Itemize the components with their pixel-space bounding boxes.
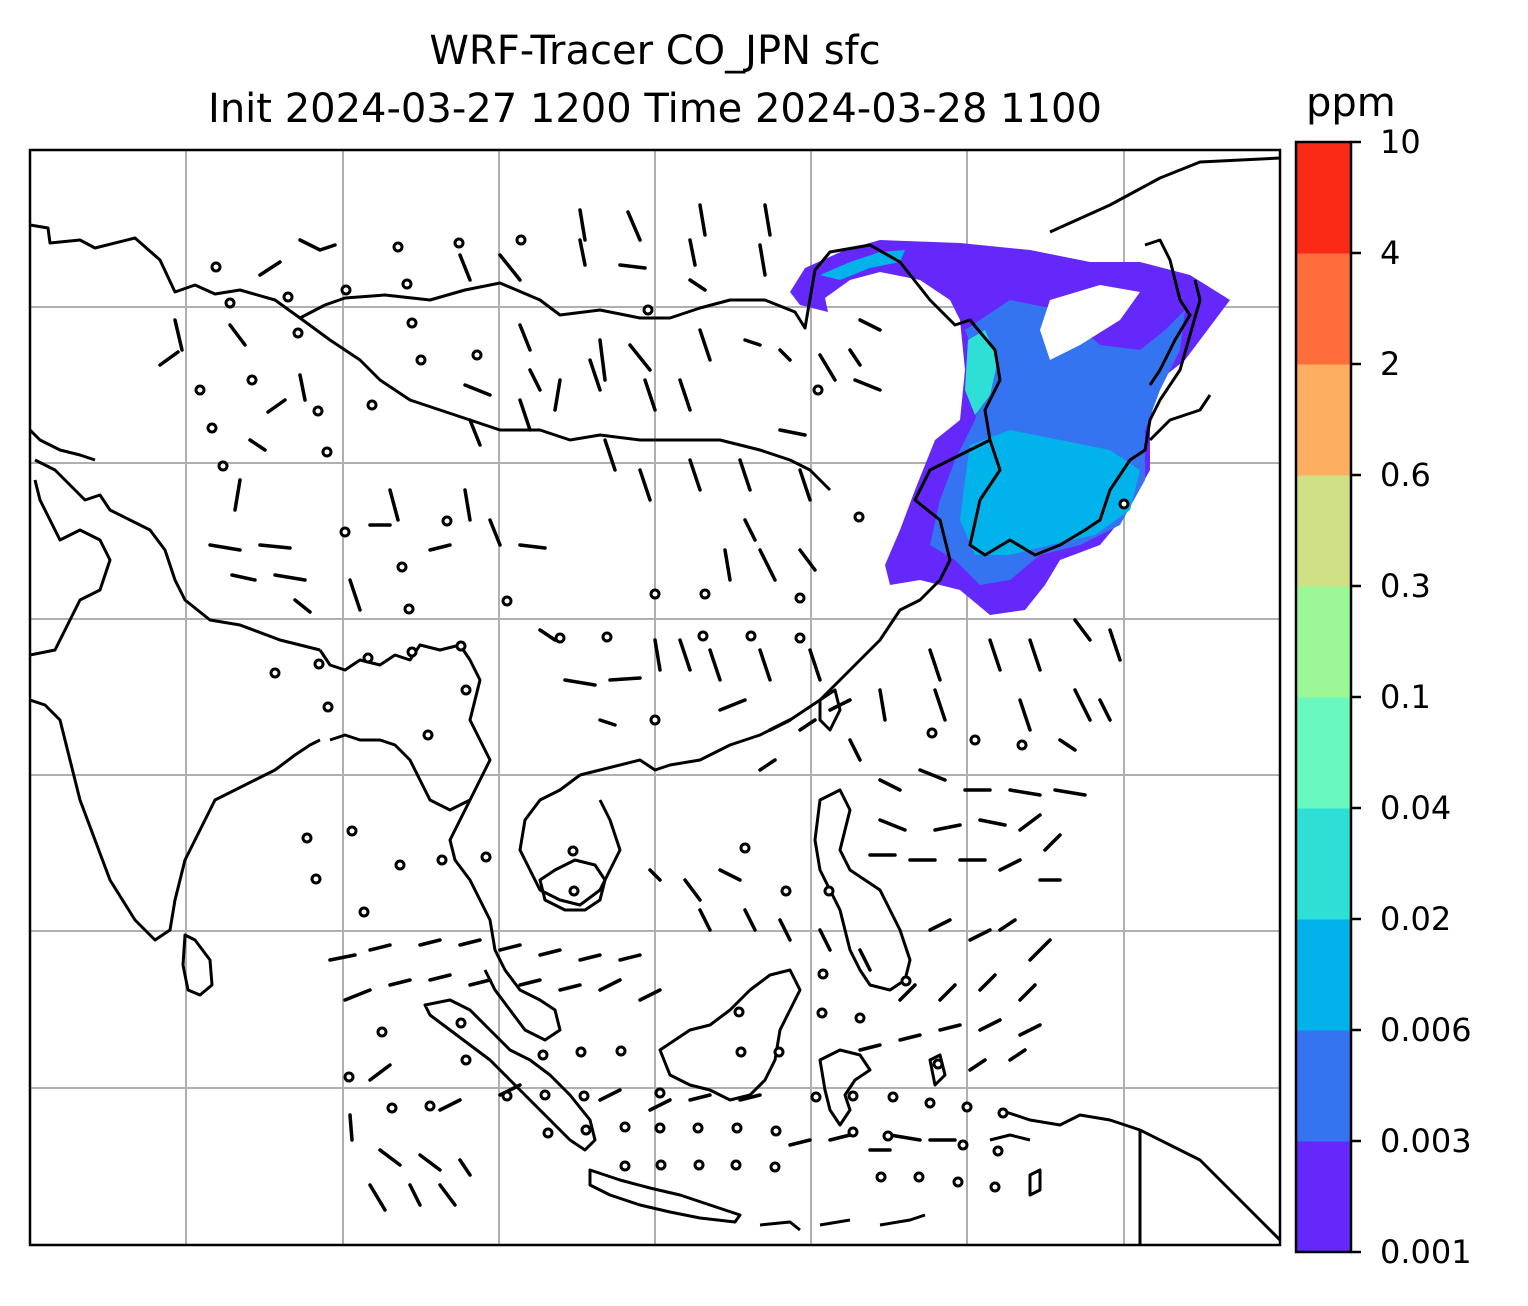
coast-indochina [448,773,622,1042]
plume-layer-max [965,330,998,415]
coastlines [30,156,1280,1245]
coast-india [30,479,321,942]
colorbar-tick-label: 0.3 [1380,567,1431,605]
colorbar-level-9 [1296,142,1351,254]
coast-sumatra [423,998,597,1152]
calm-wind-markers [194,234,1130,1193]
colorbar-level-6 [1296,475,1351,587]
coast-borneo [658,968,802,1102]
coast-gulf-thailand [538,858,607,912]
coast-taiwan [818,688,842,732]
border-central-asia [30,428,321,652]
colorbar [1294,140,1361,1254]
border-china-interior [299,316,832,492]
map-title-line2: Init 2024-03-27 1200 Time 2024-03-28 110… [208,86,1102,132]
colorbar-tick-label: 4 [1380,234,1401,272]
coast-sri-lanka [181,933,214,997]
plume-gap-white [1040,285,1140,360]
colorbar-tick-label: 0.6 [1380,456,1431,494]
coast-philippines [813,788,912,992]
colorbar-level-7 [1296,364,1351,476]
colorbar-tick-label: 0.003 [1380,1122,1472,1160]
colorbar-tick-label: 0.001 [1380,1233,1472,1271]
coast-bangladesh-myanmar [318,643,492,812]
coast-north-asia [30,223,1002,441]
colorbar-level-2 [1296,919,1351,1031]
coast-new-guinea [999,1108,1280,1242]
colorbar-tick-label: 2 [1380,345,1401,383]
map-frame [28,148,1282,1247]
colorbar-level-1 [1296,1030,1351,1142]
colorbar-level-3 [1296,808,1351,920]
colorbar-tick-label: 0.02 [1380,900,1452,938]
coast-moluccas [928,1053,1042,1197]
colorbar-level-0 [1296,1141,1351,1253]
coast-korea [968,279,1202,557]
colorbar-unit: ppm [1306,80,1396,126]
plume-layer-streak [820,250,905,280]
wind-barbs [158,203,1122,1212]
colorbar-tick-label: 10 [1380,123,1421,161]
coast-far-east [1049,156,1280,234]
colorbar-level-5 [1296,586,1351,698]
coast-japan-islands [1144,238,1212,442]
colorbar-tick-label: 0.1 [1380,678,1431,716]
coast-sulawesi [818,1048,872,1127]
coast-java [588,1168,742,1224]
map-title-line1: WRF-Tracer CO_JPN sfc [429,28,881,74]
colorbar-tick-label: 0.04 [1380,789,1452,827]
colorbar-level-8 [1296,253,1351,365]
colorbar-tick-label: 0.006 [1380,1011,1472,1049]
colorbar-level-4 [1296,697,1351,809]
coast-china-east [579,438,991,777]
coast-lesser-sunda [759,1133,1031,1232]
